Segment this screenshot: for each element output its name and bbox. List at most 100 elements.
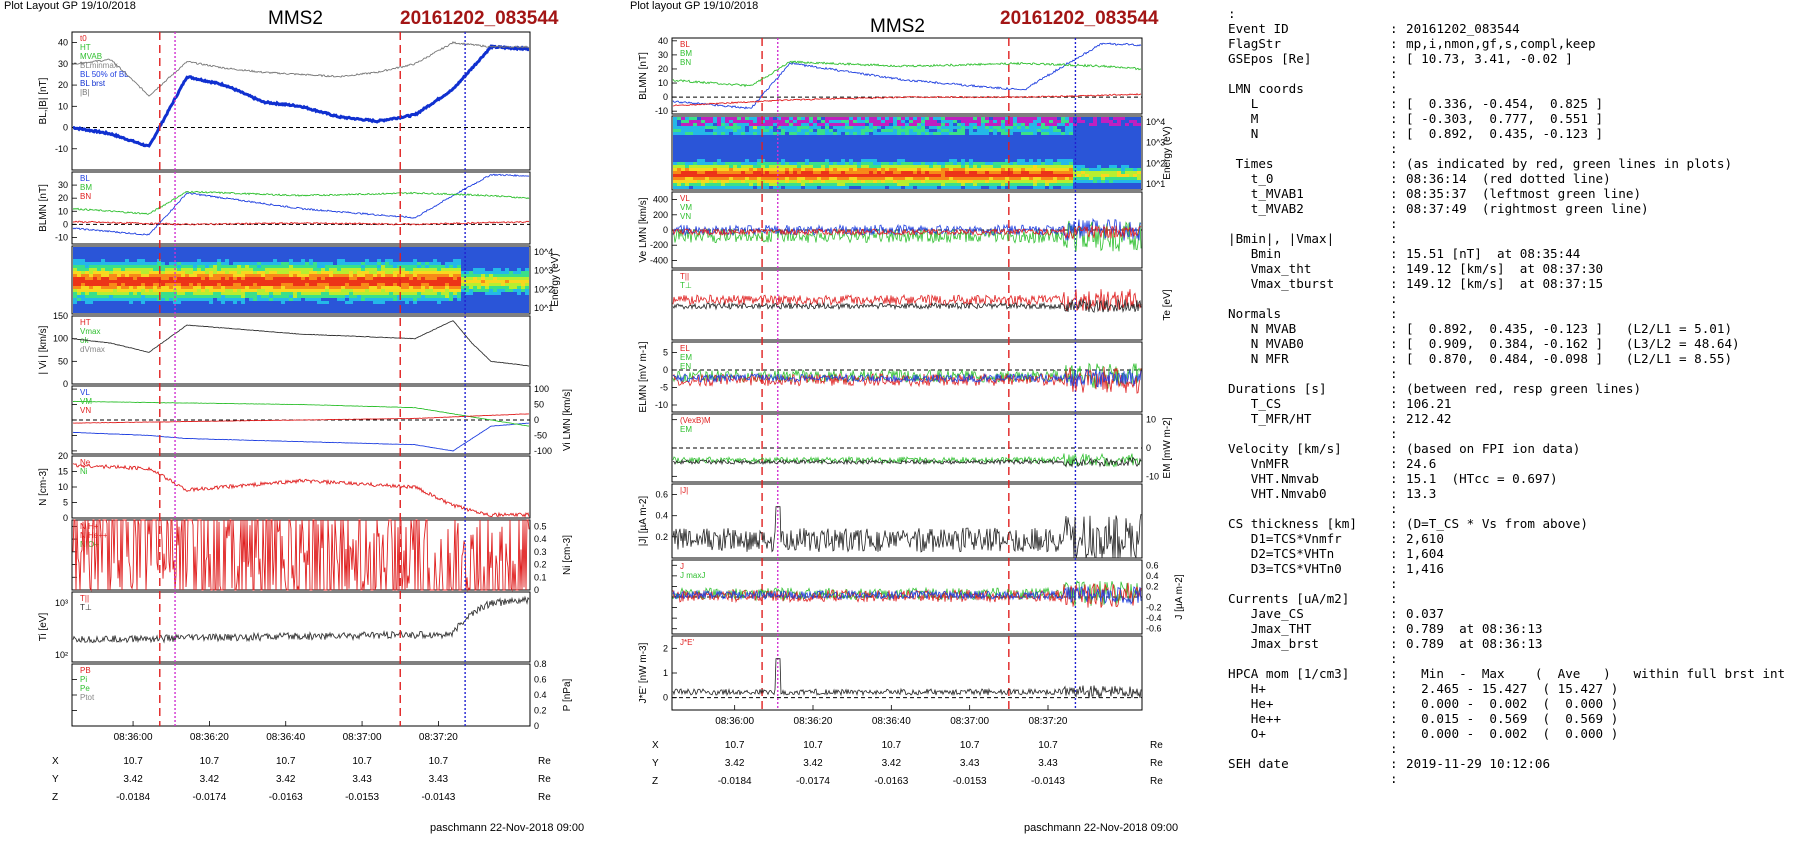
spectrogram-cell xyxy=(861,156,865,159)
spectrogram-cell xyxy=(125,298,129,301)
spectrogram-cell xyxy=(761,144,765,147)
spectrogram-cell xyxy=(113,247,117,250)
spectrogram-cell xyxy=(733,144,737,147)
spectrogram-cell xyxy=(997,180,1001,183)
spectrogram-cell xyxy=(869,180,873,183)
spectrogram-cell xyxy=(469,301,473,304)
spectrogram-cell xyxy=(689,120,693,123)
spectrogram-cell xyxy=(421,250,425,253)
spectrogram-cell xyxy=(809,141,813,144)
spectrogram-cell xyxy=(969,129,973,132)
spectrogram-cell xyxy=(781,183,785,186)
spectrogram-cell xyxy=(81,304,85,307)
spectrogram-cell xyxy=(773,168,777,171)
spectrogram-cell xyxy=(829,153,833,156)
spectrogram-cell xyxy=(785,159,789,162)
spectrogram-cell xyxy=(757,186,761,189)
spectrogram-cell xyxy=(837,174,841,177)
spectrogram-cell xyxy=(517,295,521,298)
spectrogram-cell xyxy=(205,271,209,274)
spectrogram-cell xyxy=(381,277,385,280)
spectrogram-cell xyxy=(233,295,237,298)
spectrogram-cell xyxy=(997,120,1001,123)
spectrogram-cell xyxy=(745,132,749,135)
spectrogram-cell xyxy=(141,289,145,292)
spectrogram-cell xyxy=(689,162,693,165)
spectrogram-cell xyxy=(749,183,753,186)
spectrogram-cell xyxy=(905,141,909,144)
spectrogram-cell xyxy=(193,253,197,256)
spectrogram-cell xyxy=(361,310,365,313)
spectrogram-cell xyxy=(773,150,777,153)
spectrogram-cell xyxy=(301,253,305,256)
spectrogram-cell xyxy=(437,280,441,283)
spectrogram-cell xyxy=(981,126,985,129)
spectrogram-cell xyxy=(157,271,161,274)
spectrogram-cell xyxy=(389,262,393,265)
spectrogram-cell xyxy=(481,247,485,250)
spectrogram-cell xyxy=(793,180,797,183)
spectrogram-cell xyxy=(233,280,237,283)
spectrogram-cell xyxy=(957,132,961,135)
spectrogram-cell xyxy=(197,289,201,292)
spectrogram-cell xyxy=(157,259,161,262)
spectrogram-cell xyxy=(973,129,977,132)
spectrogram-cell xyxy=(785,129,789,132)
spectrogram-cell xyxy=(681,153,685,156)
spectrogram-cell xyxy=(489,280,493,283)
spectrogram-cell xyxy=(897,186,901,189)
spectrogram-cell xyxy=(133,277,137,280)
spectrogram-cell xyxy=(693,186,697,189)
spectrogram-cell xyxy=(1009,150,1013,153)
spectrogram-cell xyxy=(421,307,425,310)
spectrogram-cell xyxy=(309,274,313,277)
spectrogram-cell xyxy=(425,274,429,277)
spectrogram-cell xyxy=(685,183,689,186)
spectrogram-cell xyxy=(181,268,185,271)
spectrogram-cell xyxy=(121,301,125,304)
spectrogram-cell xyxy=(261,262,265,265)
spectrogram-cell xyxy=(89,259,93,262)
spectrogram-cell xyxy=(501,280,505,283)
spectrogram-cell xyxy=(429,289,433,292)
spectrogram-cell xyxy=(453,262,457,265)
spectrogram-cell xyxy=(1033,165,1037,168)
spectrogram-cell xyxy=(409,253,413,256)
spectrogram-cell xyxy=(185,253,189,256)
spectrogram-cell xyxy=(493,292,497,295)
spectrogram-cell xyxy=(953,165,957,168)
spectrogram-cell xyxy=(341,271,345,274)
spectrogram-cell xyxy=(457,250,461,253)
spectrogram-cell xyxy=(325,265,329,268)
spectrogram-cell xyxy=(785,168,789,171)
spectrogram-cell xyxy=(309,307,313,310)
spectrogram-cell xyxy=(365,286,369,289)
spectrogram-cell xyxy=(873,129,877,132)
spectrogram-cell xyxy=(729,132,733,135)
spectrogram-cell xyxy=(481,268,485,271)
spectrogram-cell xyxy=(973,153,977,156)
spectrogram-cell xyxy=(397,265,401,268)
panel-ylabel: N [cm-3] xyxy=(38,468,49,506)
spectrogram-cell xyxy=(473,274,477,277)
spectrogram-cell xyxy=(489,295,493,298)
spectrogram-cell xyxy=(945,159,949,162)
spectrogram-cell xyxy=(1037,165,1041,168)
spectrogram-cell xyxy=(197,259,201,262)
spectrogram-cell xyxy=(685,156,689,159)
spectrogram-cell xyxy=(417,286,421,289)
spectrogram-cell xyxy=(237,265,241,268)
spectrogram-cell xyxy=(717,135,721,138)
spectrogram-cell xyxy=(825,144,829,147)
spectrogram-cell xyxy=(229,301,233,304)
spectrogram-cell xyxy=(861,135,865,138)
spectrogram-cell xyxy=(761,132,765,135)
spectrogram-cell xyxy=(801,132,805,135)
spectrogram-cell xyxy=(489,250,493,253)
spectrogram-cell xyxy=(113,283,117,286)
spectrogram-cell xyxy=(829,144,833,147)
spectrogram-cell xyxy=(329,280,333,283)
spectrogram-cell xyxy=(521,271,525,274)
spectrogram-cell xyxy=(377,289,381,292)
spectrogram-cell xyxy=(721,150,725,153)
